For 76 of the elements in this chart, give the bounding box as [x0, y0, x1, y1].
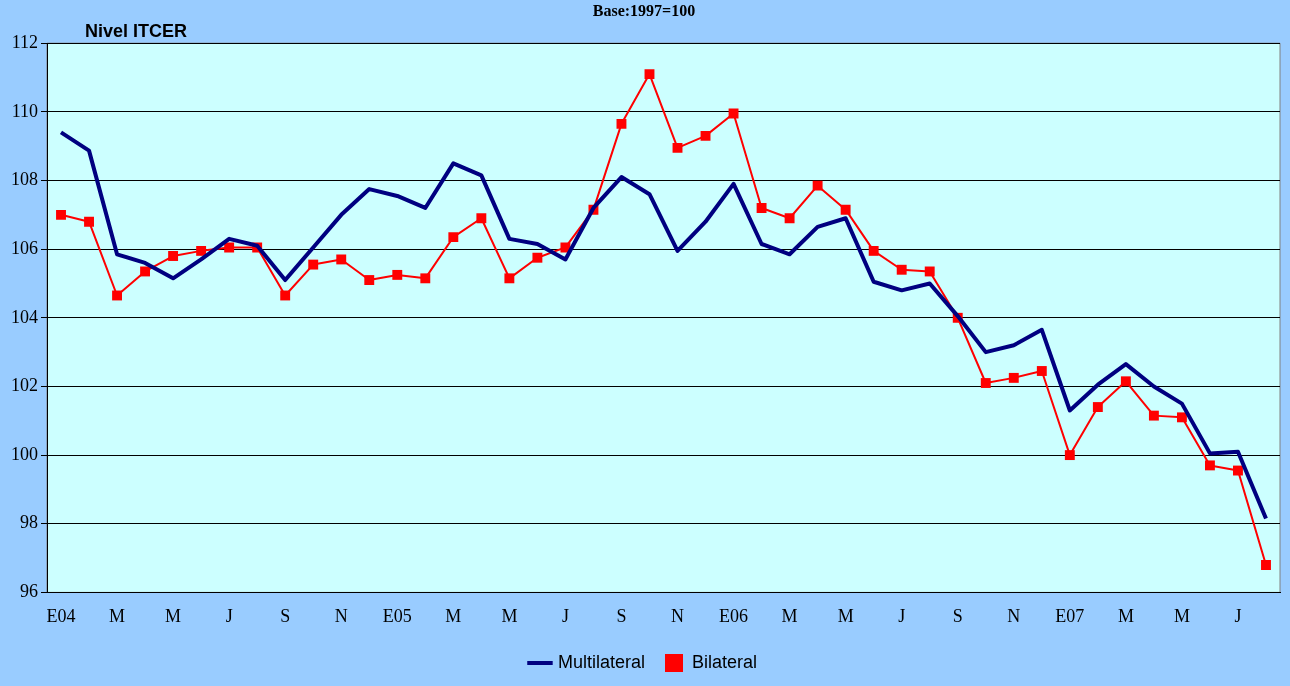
- x-tick-label: M: [445, 605, 462, 626]
- point: [448, 232, 459, 243]
- point: [168, 251, 179, 261]
- chart-title: Base:1997=100: [592, 1, 696, 19]
- x-tick-label: N: [334, 605, 348, 626]
- point: [980, 378, 991, 388]
- point: [868, 245, 879, 256]
- point: [644, 69, 655, 80]
- y-tick-label: 110: [11, 100, 38, 121]
- x-tick-label: E07: [1055, 605, 1085, 626]
- x-tick-label: N: [671, 605, 685, 626]
- x-tick-label: N: [1007, 605, 1021, 626]
- x-tick-label: J: [561, 605, 569, 626]
- x-tick-label: J: [1234, 605, 1242, 626]
- point: [280, 290, 291, 301]
- point: [728, 108, 739, 119]
- x-tick-label: S: [616, 605, 627, 626]
- x-tick-label: M: [109, 605, 126, 626]
- point: [672, 142, 683, 153]
- y-tick-label: 96: [20, 581, 38, 602]
- point: [1008, 372, 1019, 383]
- y-tick-label: 100: [11, 443, 38, 464]
- point: [476, 213, 487, 224]
- legend-label: Multilateral: [557, 651, 645, 672]
- y-tick-label: 106: [11, 237, 38, 258]
- point: [1176, 412, 1187, 423]
- x-tick-label: M: [781, 605, 798, 626]
- x-tick-label: M: [1173, 605, 1190, 626]
- x-tick-label: M: [837, 605, 854, 626]
- y-tick-label: 108: [11, 169, 38, 190]
- x-tick-label: E04: [46, 605, 76, 626]
- y-tick-label: 98: [20, 512, 38, 533]
- point: [84, 216, 94, 227]
- point: [1120, 376, 1131, 387]
- x-tick-label: M: [501, 605, 518, 626]
- point: [616, 118, 627, 129]
- point: [560, 242, 571, 253]
- x-tick-label: E06: [719, 605, 749, 626]
- point: [1261, 559, 1271, 570]
- point: [896, 264, 907, 275]
- point: [1036, 366, 1047, 376]
- point: [1233, 465, 1243, 476]
- point: [756, 203, 767, 213]
- point: [1064, 450, 1075, 461]
- x-tick-label: J: [898, 605, 906, 626]
- y-tick-label: 104: [11, 306, 38, 327]
- point: [1148, 410, 1159, 421]
- point: [504, 273, 515, 284]
- point: [1204, 460, 1215, 471]
- x-tick-label: S: [280, 605, 291, 626]
- point: [364, 275, 375, 285]
- point: [1092, 402, 1103, 412]
- point: [224, 242, 235, 253]
- x-tick-label: M: [165, 605, 182, 626]
- legend-label: Bilateral: [692, 651, 758, 672]
- point: [812, 180, 823, 191]
- point: [392, 269, 403, 280]
- point: [336, 254, 347, 265]
- y-tick-label: 112: [11, 31, 38, 52]
- point: [784, 213, 795, 224]
- y-axis-title: Nivel ITCER: [85, 21, 188, 42]
- x-tick-label: M: [1117, 605, 1134, 626]
- point: [700, 130, 711, 141]
- point: [140, 266, 151, 277]
- point: [56, 209, 66, 220]
- x-tick-label: J: [225, 605, 233, 626]
- x-tick-label: E05: [382, 605, 412, 626]
- point: [532, 252, 543, 263]
- x-tick-label: S: [952, 605, 963, 626]
- point: [420, 273, 431, 284]
- point: [840, 204, 851, 215]
- point: [112, 290, 123, 301]
- y-tick-label: 102: [11, 375, 38, 396]
- point: [196, 245, 207, 256]
- point: [924, 266, 935, 277]
- point: [308, 259, 319, 270]
